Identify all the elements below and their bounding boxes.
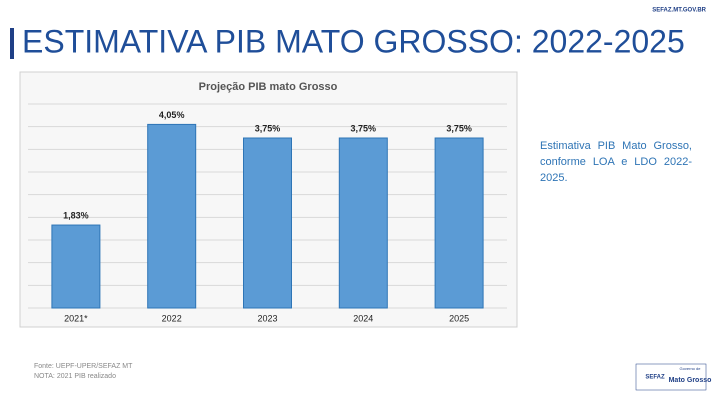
- value-label: 3,75%: [351, 123, 377, 133]
- value-label: 3,75%: [255, 123, 281, 133]
- x-tick-label: 2023: [257, 313, 277, 323]
- bar: [147, 123, 197, 309]
- logo-left: SEFAZ: [645, 375, 665, 381]
- value-label: 1,83%: [63, 210, 89, 220]
- value-label: 3,75%: [446, 123, 472, 133]
- footer-source: Fonte: UEPF-UPER/SEFAZ MT: [34, 363, 133, 370]
- x-tick-label: 2022: [162, 313, 182, 323]
- title-accent: [10, 28, 14, 59]
- chart-title: Projeção PIB mato Grosso: [199, 81, 338, 93]
- site-url: SEFAZ.MT.GOV.BR: [652, 8, 706, 14]
- logo-right-main: Mato Grosso: [669, 377, 712, 384]
- page-title: ESTIMATIVA PIB MATO GROSSO: 2022-2025: [22, 23, 685, 59]
- logo-box: [635, 363, 707, 391]
- bar: [243, 137, 292, 309]
- value-label: 4,05%: [159, 110, 185, 120]
- x-tick-label: 2021*: [64, 313, 88, 323]
- x-tick-label: 2025: [449, 313, 469, 323]
- bar: [51, 224, 101, 309]
- x-tick-label: 2024: [353, 313, 373, 323]
- footer-note: NOTA: 2021 PIB realizado: [34, 373, 116, 380]
- bar: [338, 137, 388, 309]
- bar: [434, 137, 484, 309]
- logo-right-top: Governo de: [680, 366, 702, 371]
- side-note: Estimativa PIB Mato Grosso, conforme LOA…: [540, 140, 692, 184]
